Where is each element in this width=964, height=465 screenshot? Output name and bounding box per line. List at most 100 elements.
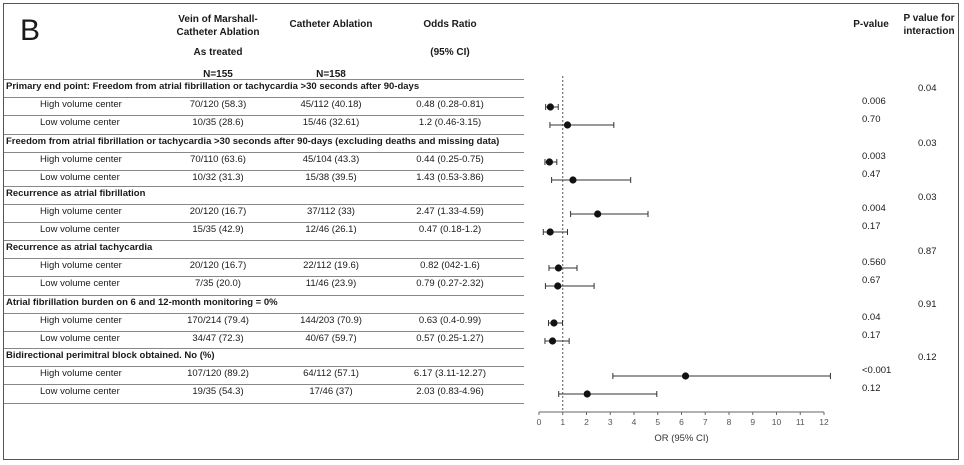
row-label: High volume center [40,368,122,379]
x-tick-label: 6 [679,417,684,427]
section-title: Bidirectional perimitral block obtained.… [6,350,215,361]
row-pvalue: 0.004 [862,203,886,214]
row-ca-value: 45/104 (43.3) [302,154,360,165]
odds-ratio-point [554,264,563,272]
row-label: High volume center [40,99,122,110]
row-vom-value: 34/47 (72.3) [192,333,244,344]
row-ca-value: 144/203 (70.9) [300,315,362,326]
row-vom-value: 70/110 (63.6) [190,154,246,165]
row-label: High volume center [40,154,122,165]
row-separator [4,97,524,98]
header-vom: Vein of Marshall- Catheter Ablation [168,13,268,39]
p-interaction: 0.87 [918,246,937,257]
odds-ratio-point [583,390,591,398]
x-tick-label: 4 [632,417,637,427]
odds-ratio-point [681,372,690,380]
p-interaction: 0.04 [918,83,937,94]
row-or-value: 0.63 (0.4-0.99) [418,315,482,326]
header-or-ci: (95% CI) [430,47,470,58]
header-vom-line1: Vein of Marshall- [178,14,258,25]
row-label: High volume center [40,206,122,217]
row-pvalue: 0.17 [862,221,881,232]
row-ca-value: 15/46 (32.61) [302,117,360,128]
row-separator [4,115,524,116]
row-ca-value: 12/46 (26.1) [305,224,357,235]
x-tick-label: 0 [537,417,542,427]
row-or-value: 0.82 (042-1.6) [420,260,480,271]
odds-ratio-point [563,121,572,129]
row-label: High volume center [40,260,122,271]
row-vom-value: 20/120 (16.7) [189,260,247,271]
section-title: Primary end point: Freedom from atrial f… [6,81,420,92]
row-pvalue: 0.003 [862,151,886,162]
row-ca-value: 15/38 (39.5) [305,172,357,183]
row-vom-value: 20/120 (16.7) [189,206,247,217]
row-pvalue: 0.04 [862,312,881,323]
row-separator [4,170,524,171]
x-tick-label: 7 [703,417,708,427]
row-vom-value: 107/120 (89.2) [187,368,249,379]
section-title: Atrial fibrillation burden on 6 and 12-m… [6,297,278,308]
row-label: Low volume center [40,278,120,289]
section-title: Recurrence as atrial tachycardia [6,242,153,253]
row-vom-value: 15/35 (42.9) [192,224,244,235]
row-pvalue: 0.006 [862,96,886,107]
section-title: Recurrence as atrial fibrillation [6,188,146,199]
row-separator [4,204,524,205]
row-label: Low volume center [40,333,120,344]
row-or-value: 2.47 (1.33-4.59) [416,206,484,217]
section-title: Freedom from atrial fibrillation or tach… [6,136,500,147]
row-ca-value: 45/112 (40.18) [300,99,362,110]
row-ca-value: 11/46 (23.9) [305,278,357,289]
row-separator [4,366,524,367]
odds-ratio-point [546,103,555,111]
row-or-value: 0.79 (0.27-2.32) [416,278,484,289]
section-separator [4,79,524,80]
row-pvalue: 0.47 [862,169,881,180]
x-tick-label: 2 [584,417,589,427]
row-ca-value: 37/112 (33) [307,206,355,217]
row-pvalue: 0.12 [862,383,881,394]
x-tick-label: 9 [750,417,755,427]
row-vom-value: 10/32 (31.3) [192,172,244,183]
figure-frame [3,3,959,460]
row-ca-value: 22/112 (19.6) [303,260,359,271]
row-or-value: 0.44 (0.25-0.75) [416,154,484,165]
forest-marks [542,103,831,398]
row-separator [4,331,524,332]
row-pvalue: 0.67 [862,275,881,286]
header-pinteraction: P value for interaction [898,12,960,38]
odds-ratio-point [545,158,554,166]
row-or-value: 2.03 (0.83-4.96) [416,386,484,397]
row-label: Low volume center [40,224,120,235]
row-pvalue: <0.001 [862,365,892,376]
x-tick-label: 3 [608,417,613,427]
x-tick-label: 1 [560,417,565,427]
odds-ratio-point [554,282,562,290]
header-as-treated: As treated [193,47,243,58]
header-pint-line2: interaction [903,26,955,37]
row-vom-value: 7/35 (20.0) [195,278,241,289]
odds-ratio-point [594,210,602,218]
row-separator [4,222,524,223]
panel-label: B [20,14,41,47]
x-axis-ticks: 0 1 2 3 4 5 6 7 8 9 10 11 12 [537,412,829,427]
section-separator [4,134,524,135]
odds-ratio-point [550,319,558,327]
row-or-value: 0.48 (0.28-0.81) [416,99,484,110]
row-separator [4,384,524,385]
odds-ratio-point [546,228,554,236]
row-separator [4,152,524,153]
header-vom-line2: Catheter Ablation [176,27,260,38]
row-or-value: 1.2 (0.46-3.15) [418,117,482,128]
p-interaction: 0.03 [918,192,937,203]
row-ca-value: 40/67 (59.7) [305,333,357,344]
header-or: Odds Ratio [423,19,477,30]
row-separator [4,258,524,259]
row-or-value: 1.43 (0.53-3.86) [416,172,484,183]
x-tick-label: 12 [819,417,829,427]
section-separator [4,348,524,349]
header-pint-line1: P value for [903,13,955,24]
row-pvalue: 0.560 [862,257,886,268]
